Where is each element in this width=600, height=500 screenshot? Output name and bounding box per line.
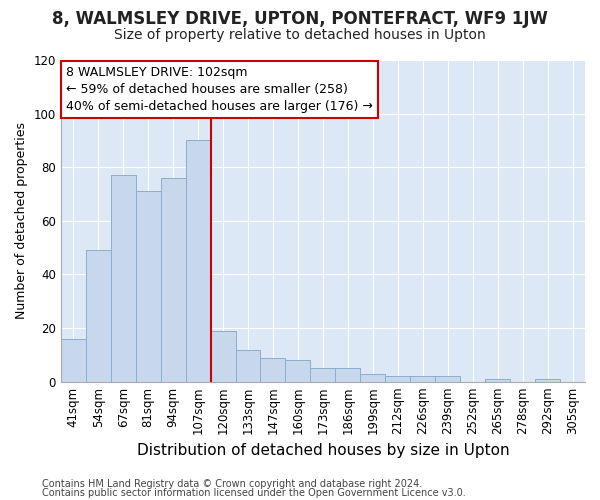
Bar bbox=[61, 339, 86, 382]
Text: 8, WALMSLEY DRIVE, UPTON, PONTEFRACT, WF9 1JW: 8, WALMSLEY DRIVE, UPTON, PONTEFRACT, WF… bbox=[52, 10, 548, 28]
Bar bbox=[410, 376, 435, 382]
Bar bbox=[485, 379, 510, 382]
Bar bbox=[185, 140, 211, 382]
Bar bbox=[86, 250, 111, 382]
Bar bbox=[435, 376, 460, 382]
Bar bbox=[286, 360, 310, 382]
Bar bbox=[236, 350, 260, 382]
Text: Contains HM Land Registry data © Crown copyright and database right 2024.: Contains HM Land Registry data © Crown c… bbox=[42, 479, 422, 489]
Bar bbox=[335, 368, 361, 382]
Bar bbox=[161, 178, 185, 382]
X-axis label: Distribution of detached houses by size in Upton: Distribution of detached houses by size … bbox=[137, 442, 509, 458]
Text: Contains public sector information licensed under the Open Government Licence v3: Contains public sector information licen… bbox=[42, 488, 466, 498]
Text: Size of property relative to detached houses in Upton: Size of property relative to detached ho… bbox=[114, 28, 486, 42]
Y-axis label: Number of detached properties: Number of detached properties bbox=[15, 122, 28, 320]
Bar bbox=[310, 368, 335, 382]
Bar bbox=[361, 374, 385, 382]
Bar bbox=[535, 379, 560, 382]
Bar bbox=[385, 376, 410, 382]
Bar bbox=[211, 330, 236, 382]
Text: 8 WALMSLEY DRIVE: 102sqm
← 59% of detached houses are smaller (258)
40% of semi-: 8 WALMSLEY DRIVE: 102sqm ← 59% of detach… bbox=[66, 66, 373, 114]
Bar bbox=[260, 358, 286, 382]
Bar bbox=[136, 192, 161, 382]
Bar bbox=[111, 176, 136, 382]
